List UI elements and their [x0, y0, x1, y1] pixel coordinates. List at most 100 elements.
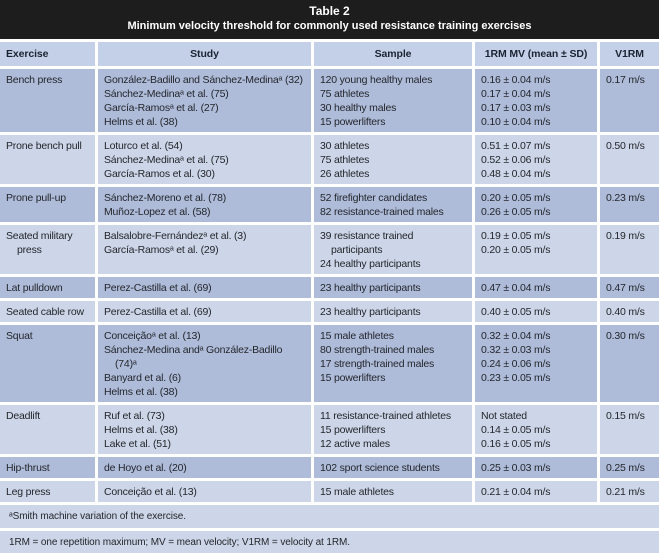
mv-line: 0.23 ± 0.05 m/s: [481, 372, 551, 384]
study-line: Perez-Castilla et al. (69): [104, 306, 212, 318]
sample-line: 120 young healthy males: [320, 74, 433, 86]
sample-line: 30 athletes: [320, 140, 370, 152]
sample-line: 15 powerlifters: [320, 424, 386, 436]
exercise-name: Prone pull-up: [6, 192, 66, 204]
footnote-2: 1RM = one repetition maximum; MV = mean …: [0, 531, 659, 553]
mv-line: 0.16 ± 0.05 m/s: [481, 438, 551, 450]
study-cell: Perez-Castilla et al. (69): [98, 277, 311, 298]
v1rm-value: 0.17 m/s: [606, 74, 645, 86]
v1rm-cell: 0.30 m/s: [600, 325, 659, 402]
sample-line: 24 healthy participants: [320, 258, 421, 270]
footnote-1: ᵃSmith machine variation of the exercise…: [0, 505, 659, 528]
mv-line: 0.19 ± 0.05 m/s: [481, 230, 551, 242]
sample-line: 11 resistance-trained athletes: [320, 410, 451, 422]
study-cell: Ruf et al. (73) Helms et al. (38) Lake et …: [98, 405, 311, 454]
v1rm-value: 0.19 m/s: [606, 230, 645, 242]
study-line: García-Ramosᵃ et al. (29): [104, 244, 219, 256]
v1rm-cell: 0.50 m/s: [600, 135, 659, 184]
mv-cell: 0.21 ± 0.04 m/s: [475, 481, 597, 502]
mv-line: 0.32 ± 0.03 m/s: [481, 344, 551, 356]
mv-line: 0.32 ± 0.04 m/s: [481, 330, 551, 342]
sample-line: 15 powerlifters: [320, 116, 386, 128]
exercise-name: Seated cable row: [6, 306, 84, 318]
study-line: Perez-Castilla et al. (69): [104, 282, 212, 294]
sample-line: 75 athletes: [320, 88, 370, 100]
study-line: Sánchez-Medinaᵃ et al. (75): [104, 88, 229, 100]
sample-line: 23 healthy participants: [320, 282, 421, 294]
v1rm-cell: 0.19 m/s: [600, 225, 659, 274]
sample-cell: 23 healthy participants: [314, 277, 472, 298]
study-line: Helms et al. (38): [104, 424, 178, 436]
sample-cell: 52 firefighter candidates 82 resistance-t…: [314, 187, 472, 222]
table-title-bar: Table 2 Minimum velocity threshold for c…: [0, 0, 659, 39]
study-line: Sánchez-Medinaᵃ et al. (75): [104, 154, 229, 166]
study-line: Helms et al. (38): [104, 386, 178, 398]
v1rm-cell: 0.25 m/s: [600, 457, 659, 478]
study-cell: Loturco et al. (54) Sánchez-Medinaᵃ et al…: [98, 135, 311, 184]
mv-line: 0.48 ± 0.04 m/s: [481, 168, 551, 180]
study-cell: Perez-Castilla et al. (69): [98, 301, 311, 322]
exercise-cell: Leg press: [0, 481, 95, 502]
v1rm-value: 0.15 m/s: [606, 410, 645, 422]
exercise-cell: Deadlift: [0, 405, 95, 454]
study-line: Sánchez-Moreno et al. (78): [104, 192, 227, 204]
v1rm-value: 0.25 m/s: [606, 462, 645, 474]
exercise-name: Seated military press: [6, 230, 73, 256]
mv-cell: 0.20 ± 0.05 m/s 0.26 ± 0.05 m/s: [475, 187, 597, 222]
v1rm-value: 0.30 m/s: [606, 330, 645, 342]
study-line: Banyard et al. (6): [104, 372, 181, 384]
exercise-cell: Lat pulldown: [0, 277, 95, 298]
sample-line: 82 resistance-trained males: [320, 206, 444, 218]
sample-line: 30 healthy males: [320, 102, 397, 114]
v1rm-cell: 0.17 m/s: [600, 69, 659, 132]
exercise-cell: Prone bench pull: [0, 135, 95, 184]
exercise-name: Leg press: [6, 486, 51, 498]
study-line: Balsalobre-Fernándezᵃ et al. (3): [104, 230, 247, 242]
mv-line: 0.16 ± 0.04 m/s: [481, 74, 551, 86]
mv-line: Not stated: [481, 410, 527, 422]
study-line: Conceiçãoᵃ et al. (13): [104, 330, 201, 342]
exercise-name: Prone bench pull: [6, 140, 82, 152]
study-line: González-Badillo and Sánchez-Medinaᵃ (32…: [104, 74, 303, 86]
study-line: Muñoz-Lopez et al. (58): [104, 206, 211, 218]
mv-cell: 0.19 ± 0.05 m/s 0.20 ± 0.05 m/s: [475, 225, 597, 274]
study-line: García-Ramos et al. (30): [104, 168, 215, 180]
sample-line: 23 healthy participants: [320, 306, 421, 318]
study-line: García-Ramosᵃ et al. (27): [104, 102, 219, 114]
exercise-name: Squat: [6, 330, 33, 342]
sample-line: 12 active males: [320, 438, 390, 450]
table-number: Table 2: [309, 4, 350, 18]
study-cell: Sánchez-Moreno et al. (78) Muñoz-Lopez et…: [98, 187, 311, 222]
sample-line: 75 athletes: [320, 154, 370, 166]
mv-line: 0.24 ± 0.06 m/s: [481, 358, 551, 370]
study-line: Lake et al. (51): [104, 438, 171, 450]
mv-line: 0.17 ± 0.04 m/s: [481, 88, 551, 100]
sample-line: 39 resistance trained participants: [320, 230, 414, 256]
mv-cell: 0.25 ± 0.03 m/s: [475, 457, 597, 478]
header-cell-exercise: Exercise: [0, 42, 95, 66]
exercise-cell: Squat: [0, 325, 95, 402]
study-cell: Balsalobre-Fernándezᵃ et al. (3) García-R…: [98, 225, 311, 274]
v1rm-cell: 0.23 m/s: [600, 187, 659, 222]
mv-line: 0.47 ± 0.04 m/s: [481, 282, 551, 294]
exercise-cell: Hip-thrust: [0, 457, 95, 478]
sample-cell: 30 athletes 75 athletes 26 athletes: [314, 135, 472, 184]
sample-line: 102 sport science students: [320, 462, 440, 474]
mv-line: 0.21 ± 0.04 m/s: [481, 486, 551, 498]
v1rm-cell: 0.21 m/s: [600, 481, 659, 502]
study-cell: de Hoyo et al. (20): [98, 457, 311, 478]
mv-line: 0.25 ± 0.03 m/s: [481, 462, 551, 474]
sample-cell: 11 resistance-trained athletes 15 powerli…: [314, 405, 472, 454]
sample-line: 52 firefighter candidates: [320, 192, 428, 204]
sample-cell: 102 sport science students: [314, 457, 472, 478]
study-line: Sánchez-Medina andᵃ González-Badillo (74…: [104, 344, 283, 370]
study-line: Ruf et al. (73): [104, 410, 165, 422]
sample-line: 15 male athletes: [320, 330, 394, 342]
exercise-name: Lat pulldown: [6, 282, 63, 294]
sample-line: 80 strength-trained males: [320, 344, 435, 356]
v1rm-cell: 0.40 m/s: [600, 301, 659, 322]
mv-line: 0.20 ± 0.05 m/s: [481, 244, 551, 256]
study-cell: Conceiçãoᵃ et al. (13) Sánchez-Medina and…: [98, 325, 311, 402]
v1rm-value: 0.21 m/s: [606, 486, 645, 498]
